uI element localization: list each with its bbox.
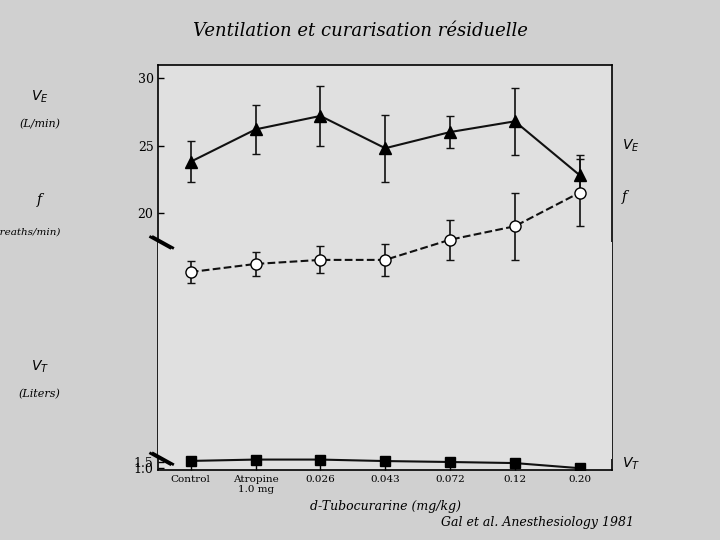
Text: (breaths/min): (breaths/min) <box>0 228 61 237</box>
Text: $V_T$: $V_T$ <box>30 359 49 375</box>
X-axis label: d-Tubocurarine (mg/kg): d-Tubocurarine (mg/kg) <box>310 500 461 512</box>
Text: $V_E$: $V_E$ <box>622 137 639 154</box>
Text: Gal et al. Anesthesiology 1981: Gal et al. Anesthesiology 1981 <box>441 516 634 529</box>
Text: f: f <box>622 190 627 204</box>
Text: (Liters): (Liters) <box>19 389 60 400</box>
Text: (L/min): (L/min) <box>19 119 60 130</box>
Text: f: f <box>37 193 42 207</box>
Text: Ventilation et curarisation résiduelle: Ventilation et curarisation résiduelle <box>192 22 528 39</box>
Text: $V_E$: $V_E$ <box>31 89 48 105</box>
Text: $V_T$: $V_T$ <box>622 456 640 472</box>
Bar <box>158 242 644 459</box>
